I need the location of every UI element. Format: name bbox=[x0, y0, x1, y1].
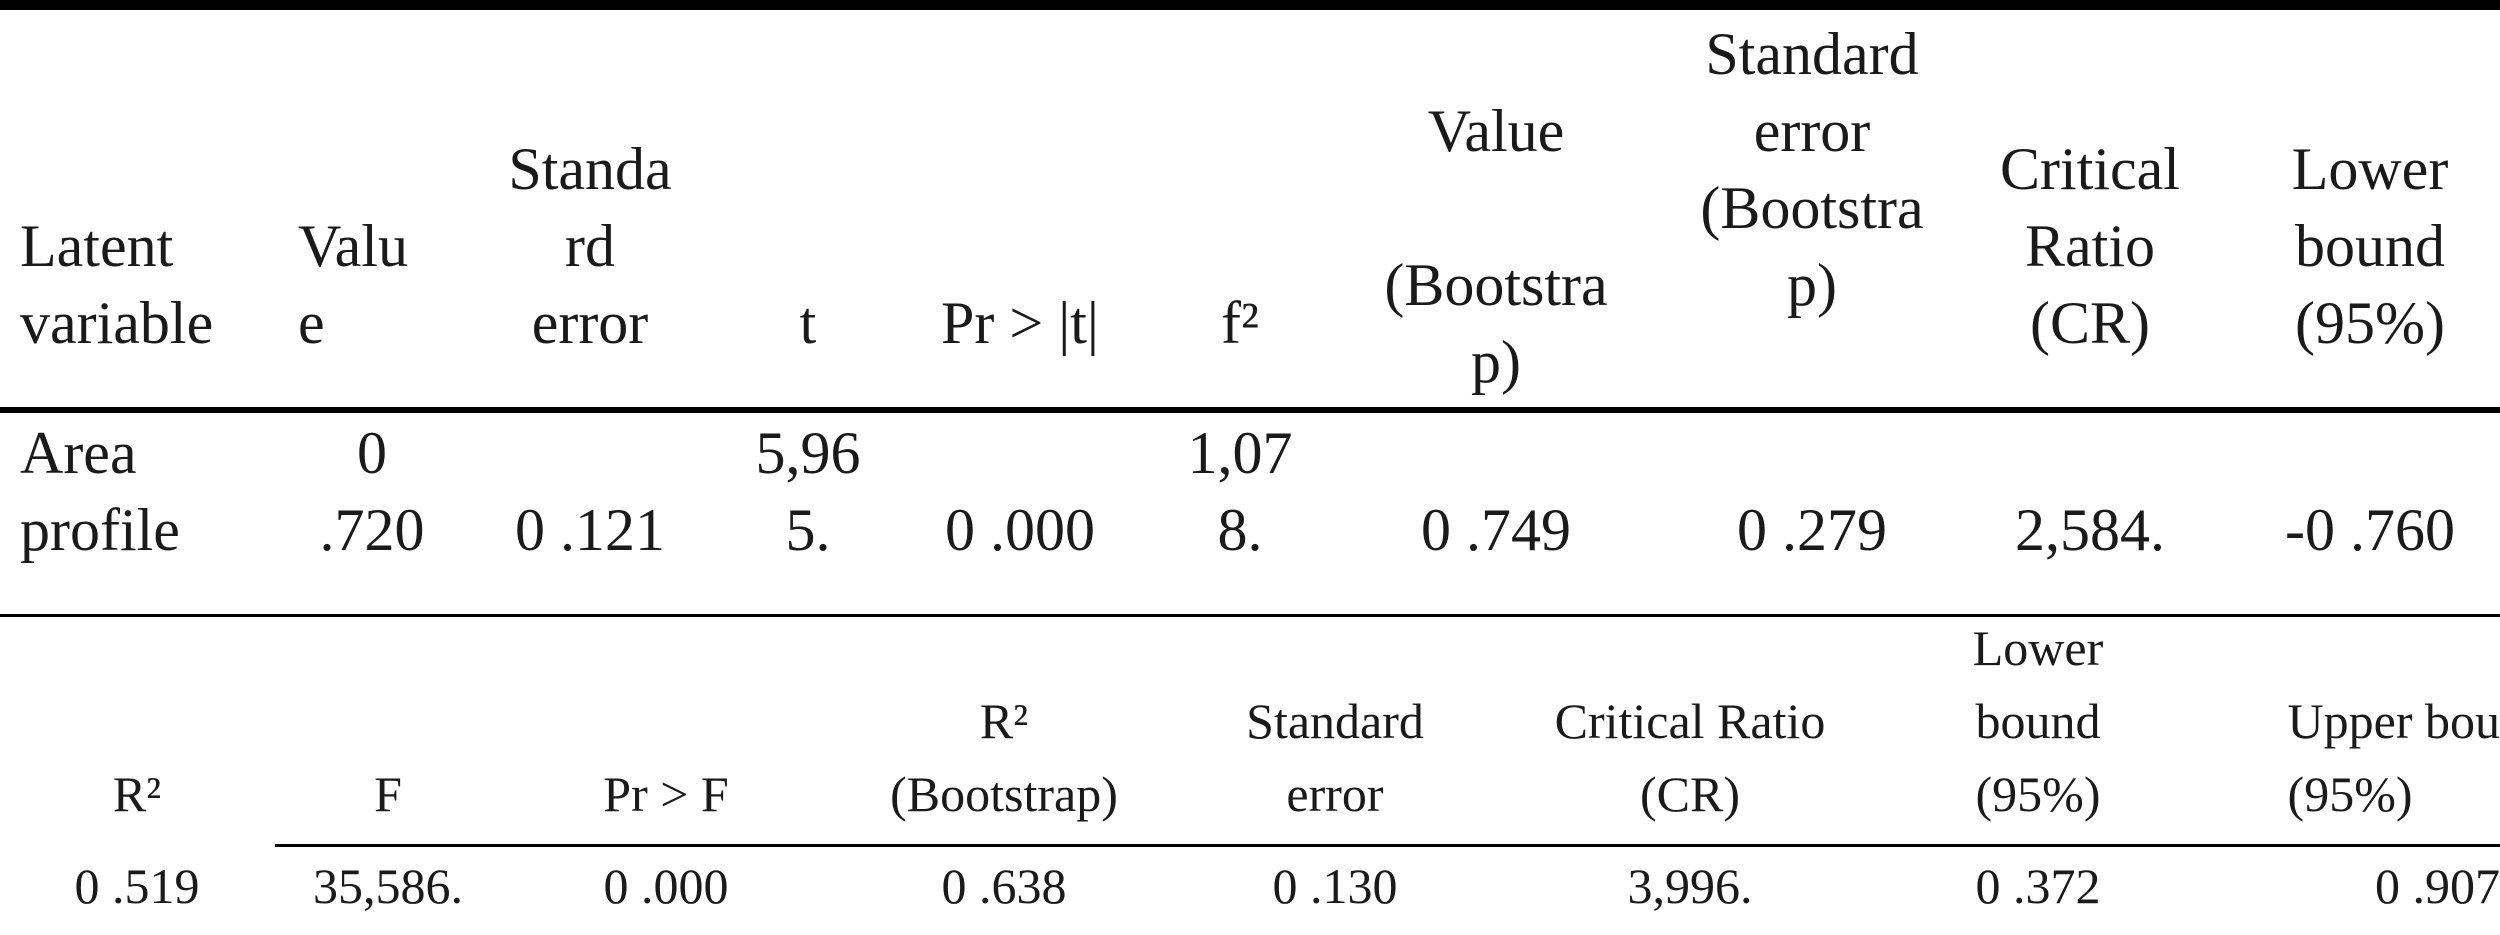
cell-standard-error: 0 .130 bbox=[1272, 858, 1398, 914]
header-value-bootstrap: Value (Bootstra p) bbox=[1384, 98, 1608, 395]
cell-pr-t: 0 .000 bbox=[945, 497, 1095, 563]
header-standard-error: Standa rd error bbox=[508, 136, 672, 356]
cell-lower-bound: -0 .760 bbox=[2285, 497, 2455, 563]
header-latent-variable: Latent variable bbox=[20, 213, 214, 356]
header-critical-ratio: Critical Ratio (CR) bbox=[2000, 136, 2180, 356]
header-lower-bound: Lower bound (95%) bbox=[2291, 136, 2449, 356]
table-separator-rule bbox=[0, 614, 2500, 617]
table2-header-rule bbox=[275, 844, 2500, 847]
header-standard-error: Standard error bbox=[1246, 693, 1424, 822]
header-r2-bootstrap: R² (Bootstrap) bbox=[890, 693, 1118, 822]
cell-r2-bootstrap: 0 .638 bbox=[941, 858, 1067, 914]
header-lower-bound: Lower bound (95%) bbox=[1972, 620, 2104, 822]
header-pr-t: Pr > |t| bbox=[941, 290, 1099, 356]
header-r2: R² bbox=[112, 766, 162, 822]
cell-value: 0 .720 bbox=[319, 420, 425, 563]
cell-value-bootstrap: 0 .749 bbox=[1421, 497, 1571, 563]
cell-critical-ratio: 2,584. bbox=[2015, 497, 2165, 563]
cell-latent-variable: Area profile bbox=[20, 420, 180, 563]
header-f2: f² bbox=[1221, 290, 1259, 356]
cell-f: 35,586. bbox=[313, 858, 463, 914]
cell-pr-f: 0 .000 bbox=[603, 858, 729, 914]
cell-upper-bound: 0 .907 bbox=[2375, 858, 2500, 914]
header-upper-bound: Upper bou (95%) bbox=[2287, 693, 2500, 822]
header-pr-f: Pr > F bbox=[603, 766, 729, 822]
header-t: t bbox=[799, 290, 817, 356]
cell-se-bootstrap: 0 .279 bbox=[1737, 497, 1887, 563]
cell-critical-ratio: 3,996. bbox=[1627, 858, 1753, 914]
cell-r2: 0 .519 bbox=[74, 858, 200, 914]
cell-f2: 1,07 8. bbox=[1187, 420, 1293, 563]
top-rule bbox=[0, 0, 2500, 10]
header-se-bootstrap: Standard error (Bootstra p) bbox=[1700, 21, 1924, 318]
header-critical-ratio: Critical Ratio (CR) bbox=[1554, 693, 1826, 822]
cell-t: 5,96 5. bbox=[755, 420, 861, 563]
cell-standard-error: 0 .121 bbox=[515, 497, 665, 563]
header-value: Valu e bbox=[298, 213, 408, 356]
cell-lower-bound: 0 .372 bbox=[1975, 858, 2101, 914]
header-rule bbox=[0, 407, 2500, 413]
header-f: F bbox=[374, 766, 402, 822]
